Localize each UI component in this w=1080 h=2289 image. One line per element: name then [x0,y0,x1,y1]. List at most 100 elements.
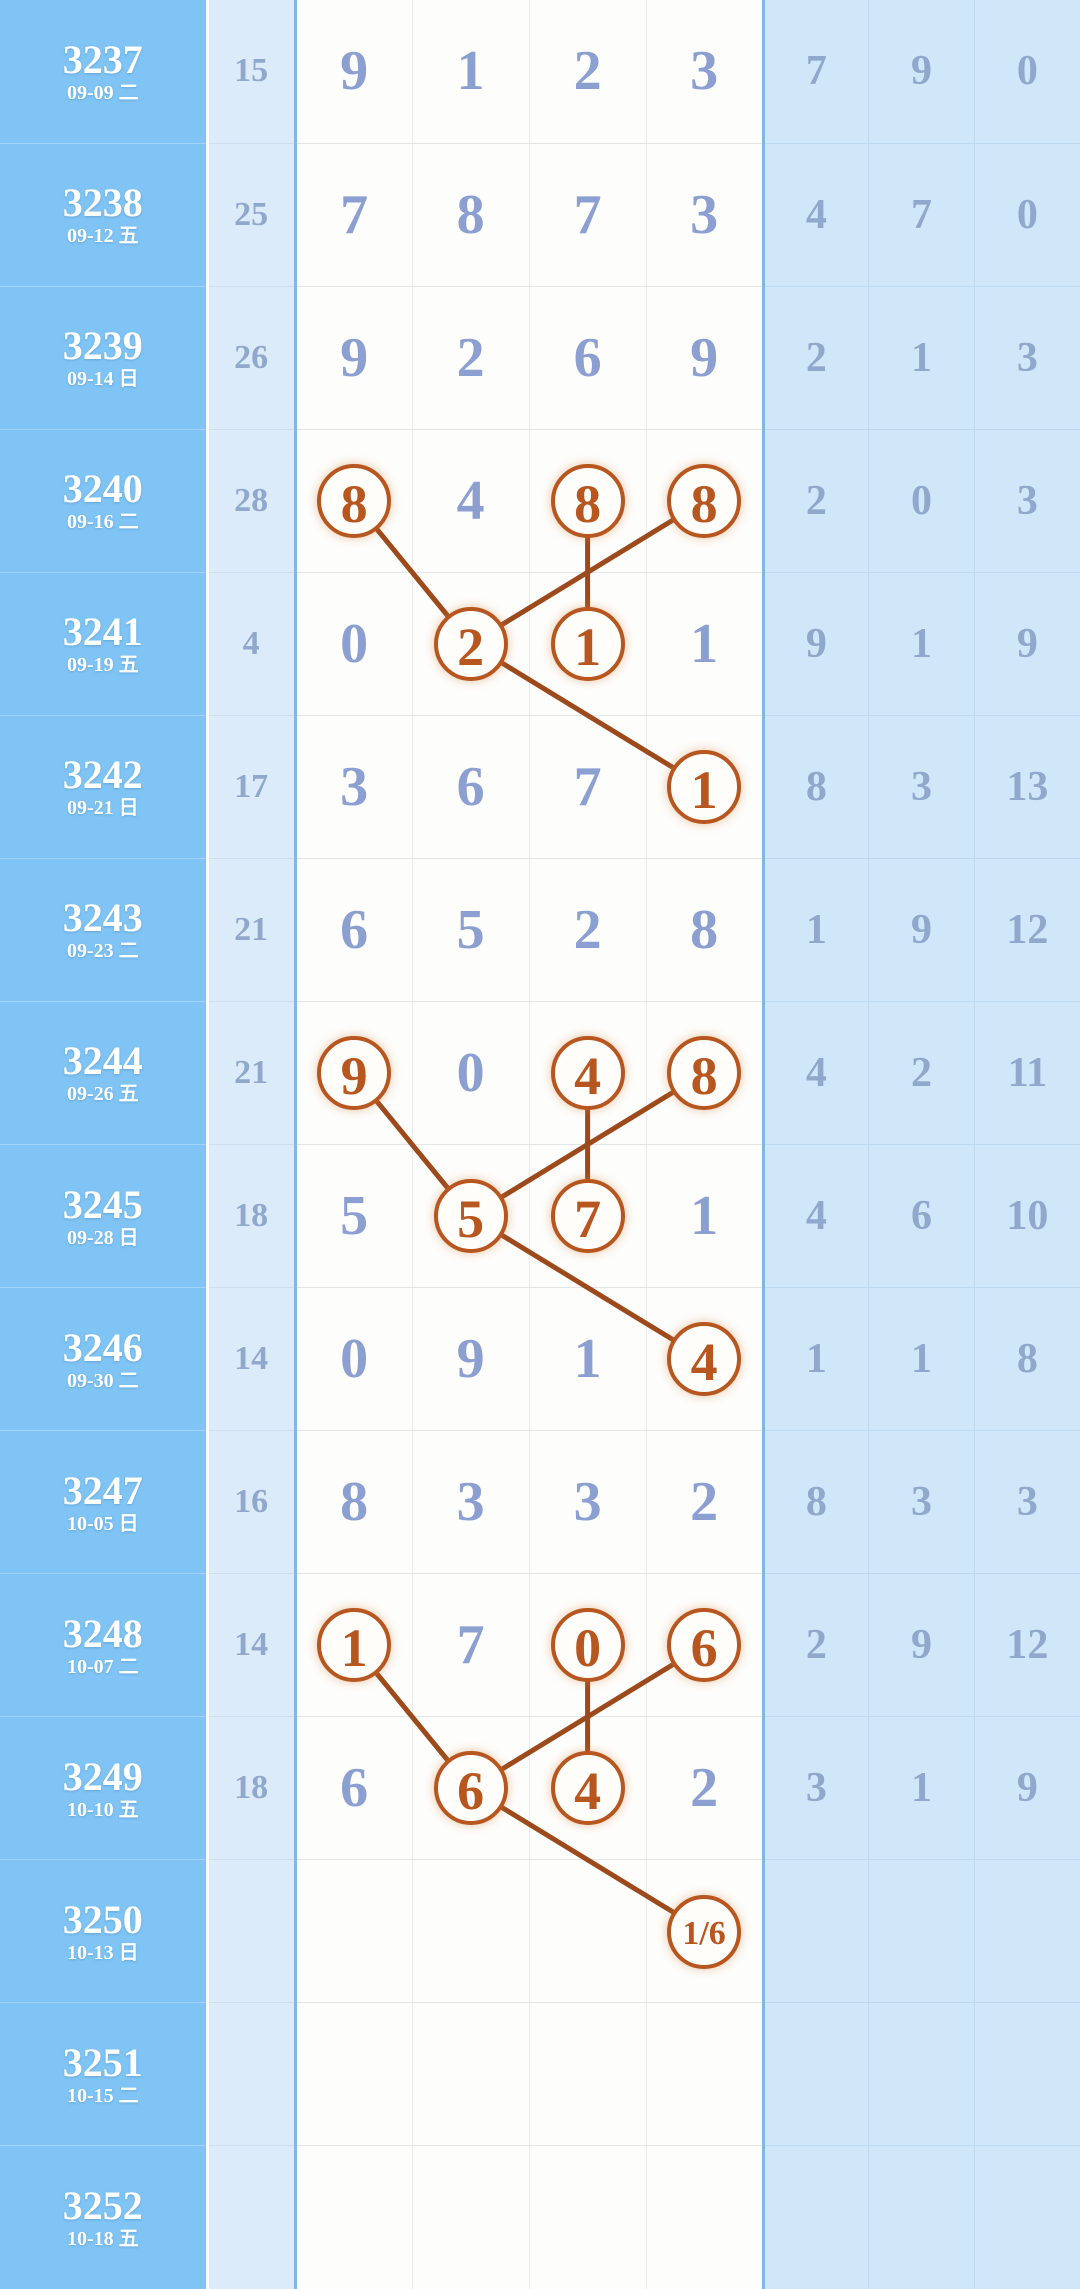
issue-cell[interactable]: 3244 09-26 五 [0,1001,209,1146]
digit-cell[interactable]: 6 [412,715,530,859]
table-row[interactable]: 3252 10-18 五 [0,2145,1080,2289]
digit-cell[interactable]: 4 [412,429,530,573]
issue-cell[interactable]: 3246 09-30 二 [0,1287,209,1432]
stat-cell[interactable] [763,2145,870,2289]
circled-digit[interactable]: 0 [550,1608,625,1683]
stat-cell[interactable] [974,2145,1080,2289]
circled-digit[interactable]: 4 [550,1751,625,1826]
sum-cell[interactable]: 28 [207,429,297,573]
issue-cell[interactable]: 3242 09-21 日 [0,715,209,859]
circled-digit[interactable]: 7 [550,1179,625,1254]
issue-cell[interactable]: 3243 09-23 二 [0,858,209,1002]
digit-cell[interactable]: 9 [646,286,765,430]
circled-digit[interactable]: 8 [667,463,742,538]
digit-cell[interactable]: 2 [529,0,647,144]
stat-cell[interactable]: 1 [868,572,975,716]
circled-digit[interactable]: 1/6 [667,1894,742,1969]
circled-digit[interactable]: 4 [550,1035,625,1110]
stat-cell[interactable]: 0 [868,429,975,573]
digit-cell[interactable]: 9 [412,1287,530,1432]
stat-cell[interactable]: 8 [763,715,870,859]
stat-cell[interactable]: 3 [868,715,975,859]
stat-cell[interactable]: 2 [763,1573,870,1718]
digit-cell[interactable]: 6 [295,858,413,1002]
table-row[interactable]: 3249 10-10 五 18 6 6 4 2 3 1 9 [0,1716,1080,1861]
stat-cell[interactable]: 10 [974,1144,1080,1289]
stat-cell[interactable]: 3 [974,286,1080,430]
digit-cell[interactable]: 8 [646,429,765,573]
stat-cell[interactable]: 3 [974,1430,1080,1575]
table-row[interactable]: 3248 10-07 二 14 1 7 0 6 2 9 12 [0,1573,1080,1718]
digit-cell[interactable]: 1 [529,1287,647,1432]
stat-cell[interactable]: 8 [974,1287,1080,1432]
sum-cell[interactable]: 26 [207,286,297,430]
sum-cell[interactable]: 14 [207,1573,297,1718]
issue-cell[interactable]: 3237 09-09 二 [0,0,209,144]
table-row[interactable]: 3238 09-12 五 25 7 8 7 3 4 7 0 [0,143,1080,287]
digit-cell[interactable]: 0 [529,1573,647,1718]
circled-digit[interactable]: 6 [433,1751,508,1826]
digit-cell[interactable]: 3 [646,143,765,287]
digit-cell[interactable]: 6 [412,1716,530,1861]
digit-cell[interactable]: 2 [646,1716,765,1861]
digit-cell[interactable]: 3 [295,715,413,859]
stat-cell[interactable]: 9 [868,1573,975,1718]
stat-cell[interactable]: 8 [763,1430,870,1575]
issue-cell[interactable]: 3251 10-15 二 [0,2002,209,2147]
digit-cell[interactable]: 9 [295,286,413,430]
digit-cell[interactable]: 1 [646,572,765,716]
sum-cell[interactable]: 16 [207,1430,297,1575]
circled-digit[interactable]: 1 [550,606,625,681]
digit-cell[interactable]: 4 [529,1716,647,1861]
digit-cell[interactable]: 2 [412,572,530,716]
stat-cell[interactable]: 7 [763,0,870,144]
digit-cell[interactable]: 0 [295,1287,413,1432]
circled-digit[interactable]: 8 [550,463,625,538]
issue-cell[interactable]: 3238 09-12 五 [0,143,209,287]
digit-cell[interactable] [412,1859,530,2004]
stat-cell[interactable]: 9 [868,858,975,1002]
digit-cell[interactable]: 1 [646,715,765,859]
digit-cell[interactable] [295,1859,413,2004]
digit-cell[interactable]: 7 [295,143,413,287]
digit-cell[interactable]: 7 [412,1573,530,1718]
issue-cell[interactable]: 3245 09-28 日 [0,1144,209,1289]
issue-cell[interactable]: 3239 09-14 日 [0,286,209,430]
digit-cell[interactable] [529,1859,647,2004]
stat-cell[interactable]: 9 [974,1716,1080,1861]
stat-cell[interactable]: 2 [763,429,870,573]
circled-digit[interactable]: 4 [667,1322,742,1397]
stat-cell[interactable]: 12 [974,858,1080,1002]
stat-cell[interactable] [763,2002,870,2147]
stat-cell[interactable]: 3 [868,1430,975,1575]
sum-cell[interactable]: 4 [207,572,297,716]
circled-digit[interactable]: 5 [433,1179,508,1254]
digit-cell[interactable]: 8 [646,1001,765,1146]
stat-cell[interactable] [868,1859,975,2004]
sum-cell[interactable]: 17 [207,715,297,859]
stat-cell[interactable]: 7 [868,143,975,287]
table-row[interactable]: 3244 09-26 五 21 9 0 4 8 4 2 11 [0,1001,1080,1146]
digit-cell[interactable]: 2 [412,286,530,430]
issue-cell[interactable]: 3252 10-18 五 [0,2145,209,2289]
digit-cell[interactable]: 3 [412,1430,530,1575]
digit-cell[interactable]: 9 [295,1001,413,1146]
digit-cell[interactable]: 3 [646,0,765,144]
digit-cell[interactable]: 5 [412,1144,530,1289]
stat-cell[interactable] [868,2002,975,2147]
digit-cell[interactable] [412,2002,530,2147]
stat-cell[interactable]: 3 [974,429,1080,573]
digit-cell[interactable]: 2 [646,1430,765,1575]
stat-cell[interactable]: 6 [868,1144,975,1289]
digit-cell[interactable]: 4 [646,1287,765,1432]
sum-cell[interactable]: 15 [207,0,297,144]
table-row[interactable]: 3239 09-14 日 26 9 2 6 9 2 1 3 [0,286,1080,430]
digit-cell[interactable] [295,2002,413,2147]
digit-cell[interactable]: 0 [295,572,413,716]
digit-cell[interactable] [529,2145,647,2289]
digit-cell[interactable]: 3 [529,1430,647,1575]
stat-cell[interactable]: 11 [974,1001,1080,1146]
sum-cell[interactable] [207,1859,297,2004]
sum-cell[interactable]: 18 [207,1716,297,1861]
